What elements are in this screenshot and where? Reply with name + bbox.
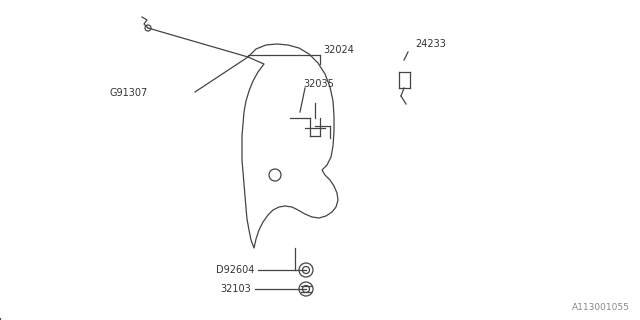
- Text: D92604: D92604: [216, 265, 254, 275]
- Text: 32035: 32035: [303, 79, 334, 89]
- Text: 32103: 32103: [220, 284, 251, 294]
- Text: 24233: 24233: [415, 39, 446, 49]
- Text: 32024: 32024: [323, 45, 354, 55]
- Text: A113001055: A113001055: [572, 303, 630, 312]
- Text: G91307: G91307: [109, 88, 148, 98]
